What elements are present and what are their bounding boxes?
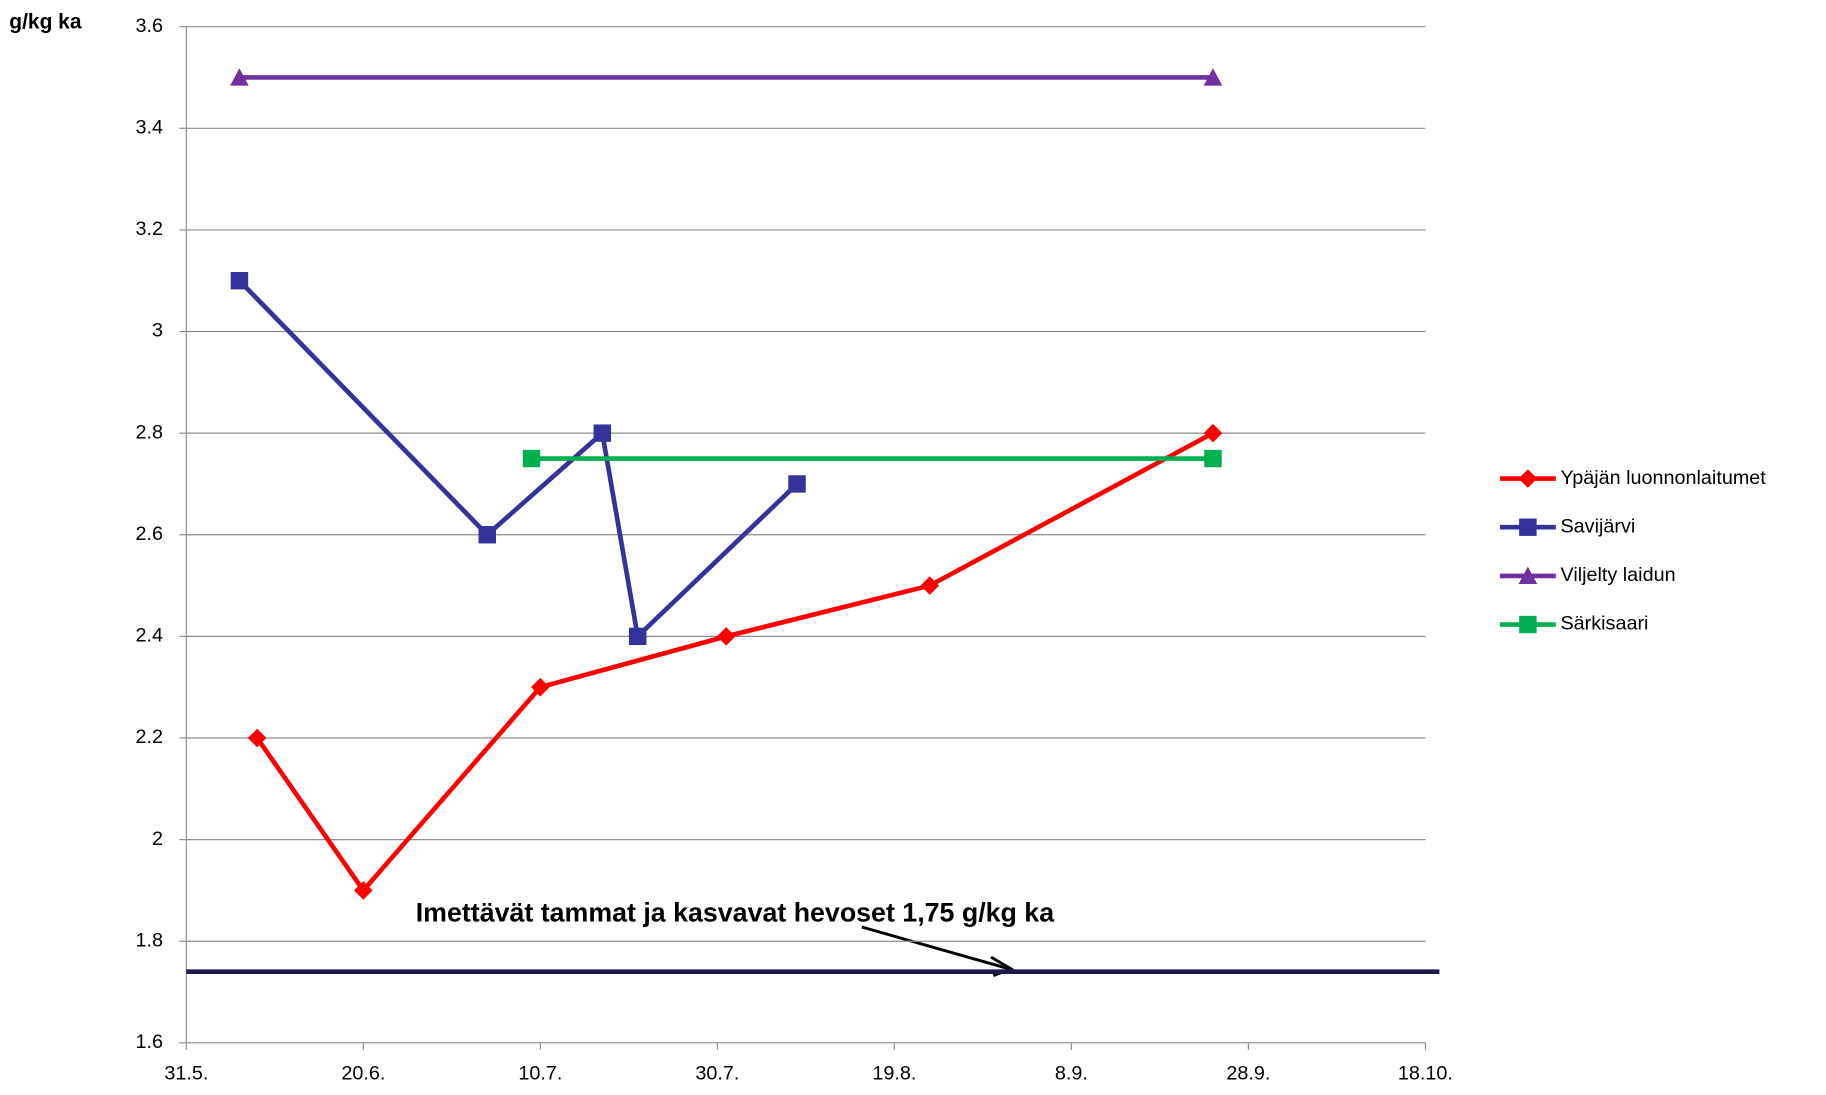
y-tick-label: 3.6 bbox=[136, 15, 164, 37]
marker bbox=[230, 68, 249, 86]
y-tick-label: 3.4 bbox=[136, 117, 164, 139]
y-tick-label: 2.8 bbox=[136, 421, 164, 443]
y-tick-label: 2.2 bbox=[136, 726, 164, 748]
legend-item: Ypäjän luonnonlaitumet bbox=[1499, 467, 1766, 489]
legend-label: Ypäjän luonnonlaitumet bbox=[1560, 467, 1766, 489]
marker bbox=[1518, 566, 1538, 584]
marker bbox=[1204, 449, 1222, 468]
x-tick-label: 19.8. bbox=[872, 1062, 916, 1084]
marker bbox=[478, 526, 496, 544]
x-tick-label: 18.10. bbox=[1398, 1062, 1453, 1084]
marker bbox=[788, 475, 806, 493]
marker bbox=[1519, 615, 1537, 634]
legend-label: Savijärvi bbox=[1560, 515, 1635, 537]
y-tick-label: 3 bbox=[152, 320, 163, 342]
y-tick-label: 1.6 bbox=[136, 1031, 164, 1053]
x-tick-label: 8.9. bbox=[1055, 1062, 1088, 1084]
y-axis-label: g/kg ka bbox=[9, 11, 82, 34]
y-tick-label: 2.6 bbox=[136, 523, 164, 545]
y-tick-label: 1.8 bbox=[136, 929, 164, 951]
y-tick-label: 2 bbox=[152, 828, 163, 850]
y-tick-label: 3.2 bbox=[136, 218, 164, 240]
marker bbox=[230, 272, 249, 290]
legend-item: Särkisaari bbox=[1499, 613, 1648, 635]
marker bbox=[1203, 68, 1223, 86]
legend-label: Viljelty laidun bbox=[1560, 564, 1675, 586]
x-tick-label: 30.7. bbox=[695, 1062, 739, 1084]
x-tick-label: 10.7. bbox=[518, 1062, 562, 1084]
annotation: Imettävät tammat ja kasvavat hevoset 1,7… bbox=[416, 897, 1055, 927]
y-tick-label: 2.4 bbox=[136, 625, 164, 647]
x-tick-label: 31.5. bbox=[164, 1062, 208, 1084]
marker bbox=[1519, 518, 1537, 536]
series-line bbox=[255, 431, 1215, 895]
legend-label: Särkisaari bbox=[1560, 613, 1648, 635]
marker bbox=[716, 627, 736, 646]
marker bbox=[1518, 469, 1538, 488]
marker bbox=[354, 881, 373, 900]
marker bbox=[628, 627, 647, 646]
marker bbox=[593, 424, 612, 442]
x-tick-label: 20.6. bbox=[341, 1062, 385, 1084]
legend-item: Viljelty laidun bbox=[1499, 564, 1676, 586]
x-tick-label: 28.9. bbox=[1226, 1062, 1270, 1084]
marker bbox=[522, 449, 541, 468]
legend-item: Savijärvi bbox=[1499, 515, 1635, 537]
marker bbox=[1203, 423, 1223, 443]
